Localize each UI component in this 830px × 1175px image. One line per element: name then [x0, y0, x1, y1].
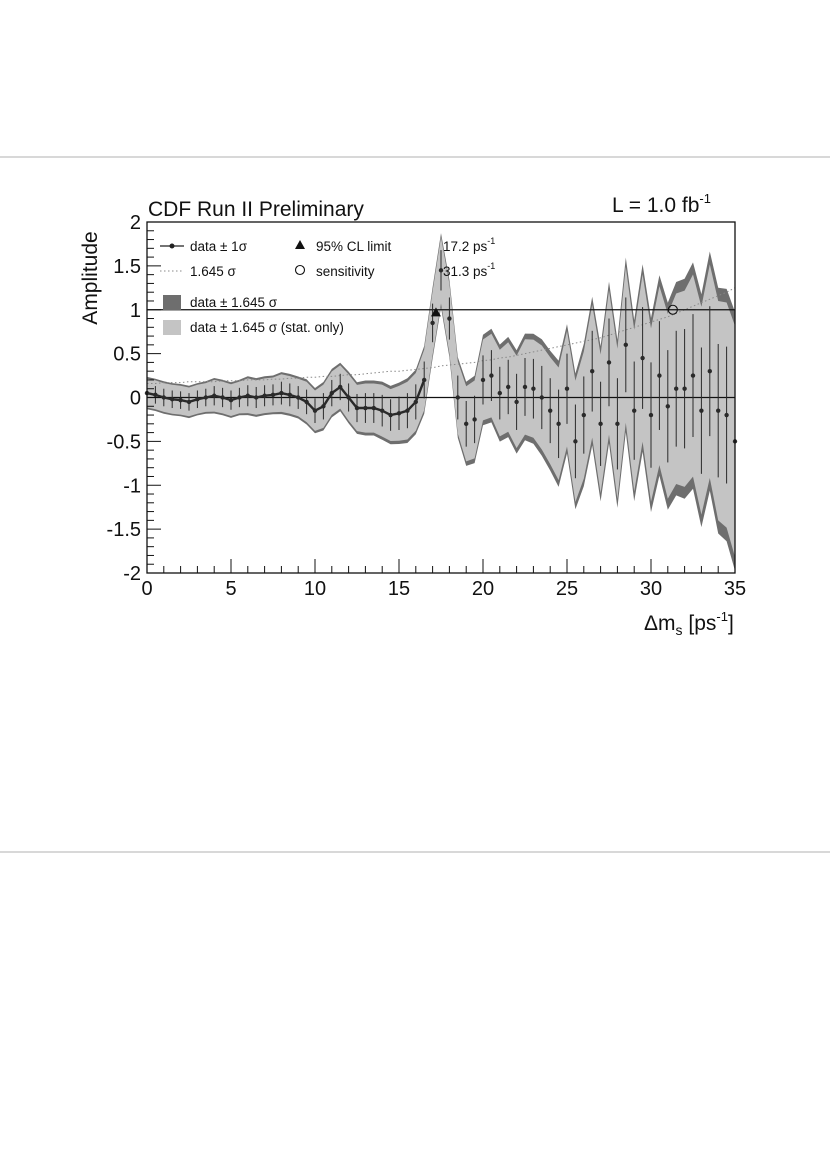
legend-data-label: data ± 1σ [190, 239, 248, 254]
data-point [539, 395, 544, 400]
y-axis-ticks: 2 1.5 1 0.5 0 -0.5 -1 -1.5 -2 [107, 212, 161, 585]
x-tick-label: 35 [724, 578, 746, 600]
y-tick-label: 0.5 [113, 344, 141, 366]
legend-limit-value: 17.2 ps-1 [443, 236, 495, 254]
data-point [472, 417, 477, 422]
data-point [699, 408, 704, 413]
legend-band-total-swatch [163, 295, 181, 310]
x-axis-label: Δms [ps-1] [644, 609, 734, 638]
x-tick-label: 5 [225, 578, 236, 600]
y-tick-label: -2 [123, 563, 141, 585]
data-point [447, 316, 452, 321]
data-point [489, 373, 494, 378]
data-point [506, 384, 511, 390]
data-point [556, 421, 561, 427]
data-point [581, 412, 586, 418]
scan-edge-top [0, 156, 830, 158]
legend: data ± 1σ 1.645 σ data ± 1.645 σ data ± … [160, 236, 495, 335]
x-tick-label: 20 [472, 578, 494, 600]
legend-limit-label: 95% CL limit [316, 239, 392, 254]
data-point [640, 355, 645, 361]
x-tick-label: 15 [388, 578, 410, 600]
y-tick-label: 1.5 [113, 256, 141, 278]
data-point [623, 342, 628, 348]
legend-band-stat-swatch [163, 320, 181, 335]
data-point [648, 412, 654, 418]
data-point [455, 395, 460, 400]
data-point [632, 408, 637, 413]
chart-title: CDF Run II Preliminary [148, 198, 364, 221]
data-line [146, 379, 426, 417]
legend-band-stat-label: data ± 1.645 σ (stat. only) [190, 320, 344, 335]
data-point [464, 421, 469, 427]
scan-edge-bottom [0, 851, 830, 853]
y-tick-label: 1 [130, 300, 141, 322]
data-point [674, 386, 679, 391]
x-tick-label: 25 [556, 578, 578, 600]
legend-open-circle-icon [294, 264, 306, 276]
data-point [665, 404, 670, 409]
limit-triangle-marker [430, 307, 441, 317]
x-tick-label: 30 [640, 578, 662, 600]
data-point [522, 384, 528, 390]
legend-triangle-icon [295, 240, 305, 249]
data-point [657, 373, 662, 378]
data-point [438, 268, 444, 273]
legend-sensitivity-value: 31.3 ps-1 [443, 261, 495, 279]
data-point [606, 360, 612, 365]
legend-sigma-label: 1.645 σ [190, 264, 237, 279]
luminosity-label: L = 1.0 fb-1 [612, 191, 711, 217]
legend-band-total-label: data ± 1.645 σ [190, 295, 278, 310]
data-point [548, 408, 553, 413]
data-points [144, 268, 738, 444]
x-tick-label: 10 [304, 578, 326, 600]
data-point [707, 368, 712, 374]
y-axis-label: Amplitude [79, 231, 102, 324]
data-point [598, 421, 603, 427]
data-point [430, 320, 435, 326]
legend-data-marker [169, 243, 175, 249]
x-axis-ticks: 0 5 10 15 20 25 30 35 [141, 559, 746, 600]
y-tick-label: -1 [123, 475, 141, 497]
data-point [531, 386, 536, 391]
data-point [724, 412, 729, 418]
x-tick-label: 0 [141, 578, 152, 600]
y-tick-label: -1.5 [107, 519, 141, 541]
data-point [590, 368, 595, 374]
data-point [480, 377, 486, 383]
y-tick-label: 0 [130, 388, 141, 410]
data-point [682, 386, 687, 391]
limit-markers [430, 304, 678, 317]
data-point [497, 390, 502, 396]
sensitivity-circle-marker [667, 304, 678, 315]
data-point [716, 408, 721, 413]
data-point [615, 421, 620, 427]
data-point [690, 373, 696, 378]
y-tick-label: -0.5 [107, 431, 141, 453]
data-point [573, 439, 578, 444]
data-point [514, 399, 519, 405]
legend-sensitivity-label: sensitivity [316, 264, 375, 279]
y-tick-label: 2 [130, 212, 141, 234]
data-point [564, 386, 570, 391]
